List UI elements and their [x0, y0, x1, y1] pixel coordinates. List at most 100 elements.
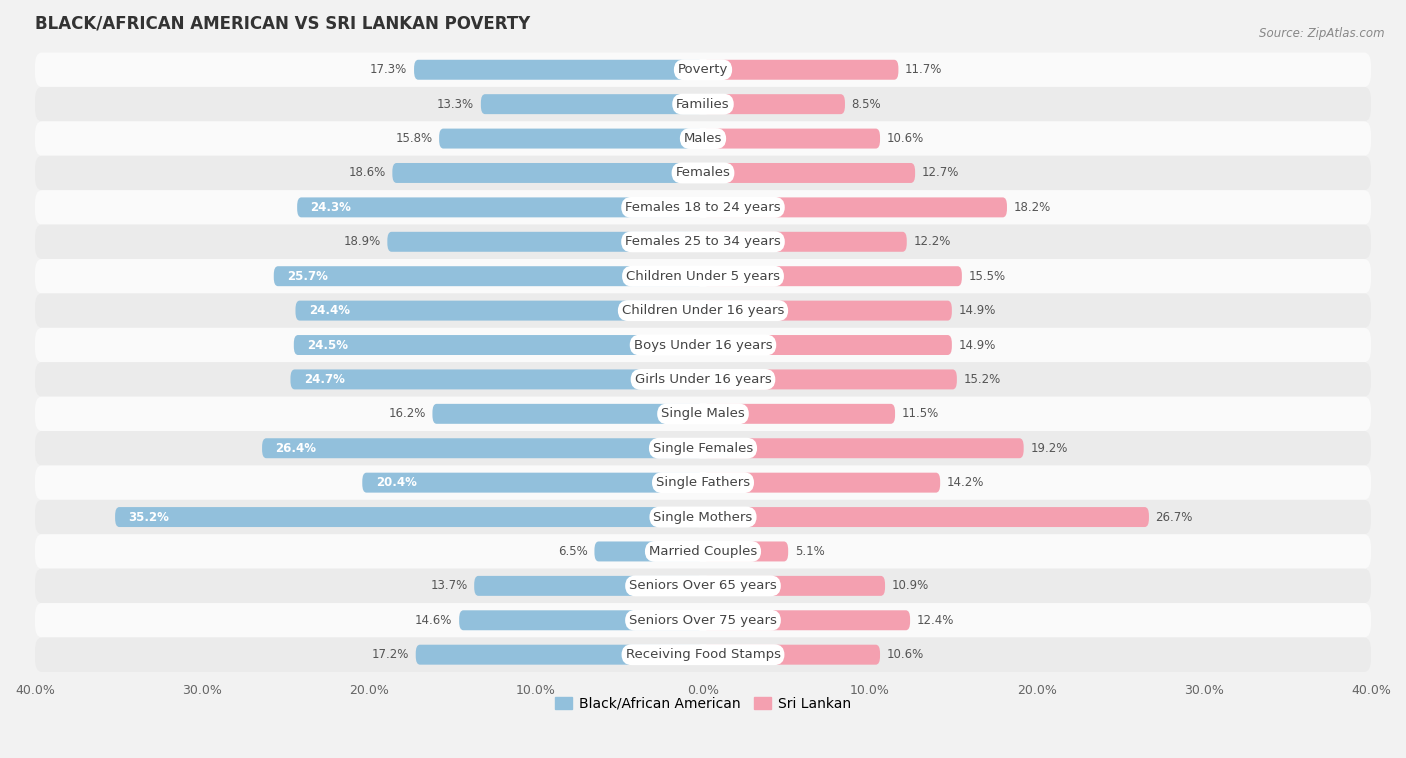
FancyBboxPatch shape	[460, 610, 703, 630]
Text: 10.9%: 10.9%	[891, 579, 929, 592]
Text: 12.7%: 12.7%	[922, 167, 959, 180]
FancyBboxPatch shape	[35, 52, 1371, 87]
Text: 18.9%: 18.9%	[343, 235, 381, 249]
FancyBboxPatch shape	[262, 438, 703, 459]
Text: 26.7%: 26.7%	[1156, 511, 1192, 524]
Text: 14.9%: 14.9%	[959, 304, 995, 317]
Text: Single Males: Single Males	[661, 407, 745, 421]
Text: 18.6%: 18.6%	[349, 167, 385, 180]
FancyBboxPatch shape	[703, 163, 915, 183]
Text: 24.3%: 24.3%	[311, 201, 352, 214]
FancyBboxPatch shape	[35, 637, 1371, 672]
Text: Females 25 to 34 years: Females 25 to 34 years	[626, 235, 780, 249]
FancyBboxPatch shape	[703, 197, 1007, 218]
FancyBboxPatch shape	[35, 156, 1371, 190]
FancyBboxPatch shape	[35, 534, 1371, 568]
FancyBboxPatch shape	[297, 197, 703, 218]
Text: Seniors Over 65 years: Seniors Over 65 years	[628, 579, 778, 592]
Text: 17.2%: 17.2%	[371, 648, 409, 661]
Text: 5.1%: 5.1%	[794, 545, 824, 558]
Text: 19.2%: 19.2%	[1031, 442, 1067, 455]
Text: Poverty: Poverty	[678, 63, 728, 77]
Text: Single Females: Single Females	[652, 442, 754, 455]
FancyBboxPatch shape	[387, 232, 703, 252]
FancyBboxPatch shape	[703, 232, 907, 252]
Text: 25.7%: 25.7%	[287, 270, 328, 283]
Text: Females: Females	[675, 167, 731, 180]
FancyBboxPatch shape	[474, 576, 703, 596]
FancyBboxPatch shape	[416, 645, 703, 665]
FancyBboxPatch shape	[35, 568, 1371, 603]
Text: 17.3%: 17.3%	[370, 63, 408, 77]
Text: 14.2%: 14.2%	[946, 476, 984, 489]
FancyBboxPatch shape	[703, 473, 941, 493]
Legend: Black/African American, Sri Lankan: Black/African American, Sri Lankan	[550, 691, 856, 716]
Text: Married Couples: Married Couples	[650, 545, 756, 558]
FancyBboxPatch shape	[703, 266, 962, 287]
FancyBboxPatch shape	[294, 335, 703, 355]
Text: 10.6%: 10.6%	[887, 132, 924, 145]
FancyBboxPatch shape	[703, 335, 952, 355]
FancyBboxPatch shape	[295, 301, 703, 321]
Text: 10.6%: 10.6%	[887, 648, 924, 661]
FancyBboxPatch shape	[481, 94, 703, 114]
Text: BLACK/AFRICAN AMERICAN VS SRI LANKAN POVERTY: BLACK/AFRICAN AMERICAN VS SRI LANKAN POV…	[35, 15, 530, 33]
FancyBboxPatch shape	[703, 507, 1149, 527]
Text: 13.3%: 13.3%	[437, 98, 474, 111]
Text: 15.2%: 15.2%	[963, 373, 1001, 386]
Text: 11.7%: 11.7%	[905, 63, 942, 77]
FancyBboxPatch shape	[274, 266, 703, 287]
Text: 24.4%: 24.4%	[309, 304, 350, 317]
FancyBboxPatch shape	[703, 610, 910, 630]
Text: 12.2%: 12.2%	[914, 235, 950, 249]
Text: Males: Males	[683, 132, 723, 145]
FancyBboxPatch shape	[703, 404, 896, 424]
FancyBboxPatch shape	[35, 396, 1371, 431]
FancyBboxPatch shape	[439, 129, 703, 149]
Text: Seniors Over 75 years: Seniors Over 75 years	[628, 614, 778, 627]
FancyBboxPatch shape	[35, 87, 1371, 121]
Text: Girls Under 16 years: Girls Under 16 years	[634, 373, 772, 386]
FancyBboxPatch shape	[35, 362, 1371, 396]
FancyBboxPatch shape	[392, 163, 703, 183]
Text: Single Fathers: Single Fathers	[657, 476, 749, 489]
Text: 13.7%: 13.7%	[430, 579, 468, 592]
FancyBboxPatch shape	[703, 301, 952, 321]
FancyBboxPatch shape	[703, 60, 898, 80]
Text: Families: Families	[676, 98, 730, 111]
Text: 18.2%: 18.2%	[1014, 201, 1050, 214]
Text: 26.4%: 26.4%	[276, 442, 316, 455]
FancyBboxPatch shape	[35, 500, 1371, 534]
FancyBboxPatch shape	[703, 645, 880, 665]
FancyBboxPatch shape	[35, 431, 1371, 465]
FancyBboxPatch shape	[703, 576, 884, 596]
Text: Source: ZipAtlas.com: Source: ZipAtlas.com	[1260, 27, 1385, 39]
Text: 6.5%: 6.5%	[558, 545, 588, 558]
FancyBboxPatch shape	[291, 369, 703, 390]
Text: 14.6%: 14.6%	[415, 614, 453, 627]
Text: Single Mothers: Single Mothers	[654, 511, 752, 524]
Text: Children Under 16 years: Children Under 16 years	[621, 304, 785, 317]
Text: 11.5%: 11.5%	[901, 407, 939, 421]
Text: 12.4%: 12.4%	[917, 614, 955, 627]
FancyBboxPatch shape	[363, 473, 703, 493]
Text: 24.7%: 24.7%	[304, 373, 344, 386]
FancyBboxPatch shape	[115, 507, 703, 527]
FancyBboxPatch shape	[35, 327, 1371, 362]
Text: 15.5%: 15.5%	[969, 270, 1005, 283]
Text: 16.2%: 16.2%	[388, 407, 426, 421]
FancyBboxPatch shape	[703, 129, 880, 149]
FancyBboxPatch shape	[35, 465, 1371, 500]
Text: 14.9%: 14.9%	[959, 339, 995, 352]
FancyBboxPatch shape	[35, 224, 1371, 259]
FancyBboxPatch shape	[35, 603, 1371, 637]
Text: 35.2%: 35.2%	[128, 511, 169, 524]
Text: 8.5%: 8.5%	[852, 98, 882, 111]
Text: Females 18 to 24 years: Females 18 to 24 years	[626, 201, 780, 214]
Text: 15.8%: 15.8%	[395, 132, 433, 145]
FancyBboxPatch shape	[35, 259, 1371, 293]
FancyBboxPatch shape	[433, 404, 703, 424]
FancyBboxPatch shape	[703, 438, 1024, 459]
FancyBboxPatch shape	[703, 541, 789, 562]
Text: Children Under 5 years: Children Under 5 years	[626, 270, 780, 283]
